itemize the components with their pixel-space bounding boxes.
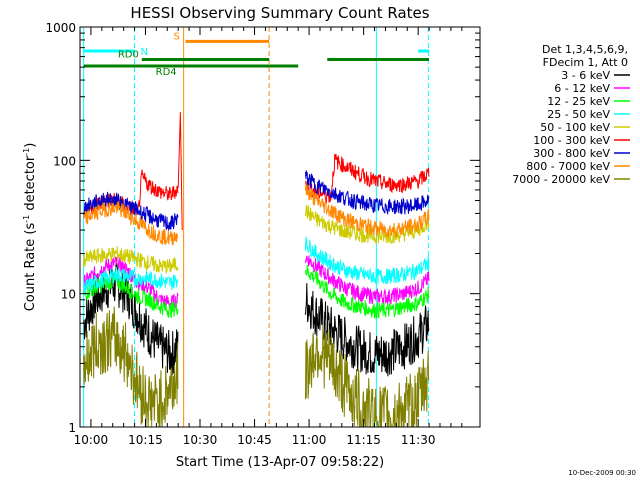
x-tick-label-5: 11:15: [346, 433, 381, 447]
series-line-7-seg1: [83, 201, 179, 245]
state-label-s: S: [173, 31, 179, 42]
legend-label-2: 12 - 25 keV: [547, 95, 610, 108]
y-axis-label: Count Rate (s-1 detector-1): [22, 143, 38, 312]
legend-label-8: 7000 - 20000 keV: [512, 173, 610, 186]
x-tick-label-4: 11:00: [292, 433, 327, 447]
series-line-3-seg1: [83, 267, 179, 296]
x-tick-label-2: 10:30: [183, 433, 218, 447]
state-label-rd4: RD4: [156, 67, 177, 78]
timestamp: 10-Dec-2009 00:30: [568, 469, 636, 477]
legend-label-1: 6 - 12 keV: [554, 82, 610, 95]
y-tick-label-2: 100: [53, 154, 76, 168]
series-line-1-seg2: [305, 255, 430, 306]
y-tick-label-3: 1000: [45, 21, 76, 35]
series-line-6-seg1: [83, 191, 179, 231]
legend-header-line-1: Det 1,3,4,5,6,9,: [542, 43, 628, 56]
series-line-6-seg2: [305, 170, 430, 216]
series-line-8-seg2: [305, 325, 430, 427]
state-label-n: N: [141, 47, 148, 58]
state-label-rd0: RD0: [118, 50, 139, 61]
legend-header-line-2: FDecim 1, Att 0: [543, 56, 628, 69]
chart-title: HESSI Observing Summary Count Rates: [130, 4, 429, 22]
legend-label-6: 300 - 800 keV: [533, 147, 610, 160]
legend-label-5: 100 - 300 keV: [533, 134, 610, 147]
series-line-0-seg2: [305, 283, 430, 377]
legend-label-3: 25 - 50 keV: [547, 108, 610, 121]
y-tick-label-1: 10: [61, 288, 76, 302]
x-tick-label-0: 10:00: [74, 433, 109, 447]
plot-area: N S RD0 RD4 10:00 10:15 10:30 10:45 11:00 11:15 1…: [45, 21, 481, 447]
legend: Det 1,3,4,5,6,9, FDecim 1, Att 0 3 - 6 k…: [512, 43, 630, 186]
series-line-2-seg2: [305, 264, 430, 320]
x-axis-label: Start Time (13-Apr-07 09:58:22): [176, 455, 384, 470]
legend-label-7: 800 - 7000 keV: [526, 160, 610, 173]
legend-label-0: 3 - 6 keV: [561, 69, 610, 82]
plot-frame: [79, 26, 481, 428]
series-line-7-seg2: [305, 183, 430, 238]
y-tick-label-0: 1: [68, 421, 76, 435]
series-line-8-seg1: [83, 306, 179, 427]
flare-spike: [177, 112, 183, 231]
series-line-0-seg1: [83, 261, 179, 376]
series-line-3-seg2: [305, 236, 430, 285]
series-line-5-seg2: [305, 153, 430, 204]
legend-label-4: 50 - 100 keV: [540, 121, 610, 134]
series-line-1-seg1: [83, 256, 179, 310]
x-tick-label-3: 10:45: [237, 433, 272, 447]
series-line-4-seg1: [83, 246, 179, 274]
x-tick-label-6: 11:30: [401, 433, 436, 447]
x-tick-label-1: 10:15: [128, 433, 163, 447]
